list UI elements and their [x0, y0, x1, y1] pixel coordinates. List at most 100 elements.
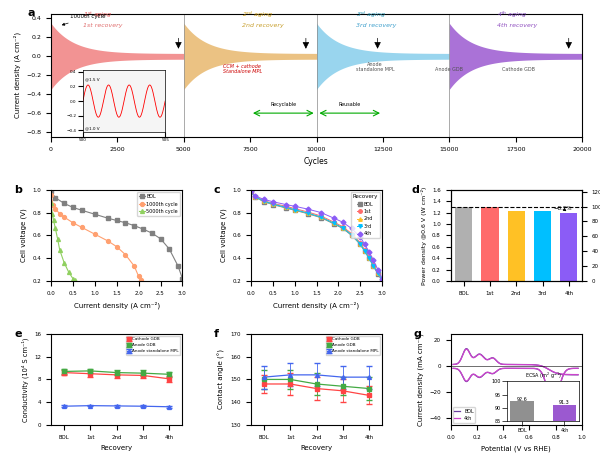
3rd [304, 210, 311, 216]
1st [247, 189, 254, 194]
4th [449, 366, 457, 371]
X-axis label: Cycles: Cycles [304, 157, 329, 166]
5000th cycle [52, 226, 59, 231]
5000th cycle [50, 218, 57, 223]
Line: 1000th cycle: 1000th cycle [49, 193, 143, 282]
5000th cycle [47, 201, 55, 206]
BOL [175, 263, 182, 269]
Text: −8.2%: −8.2% [553, 206, 572, 211]
2nd [304, 210, 311, 216]
BOL [512, 366, 520, 371]
5000th cycle [49, 211, 56, 217]
BOL [331, 221, 338, 227]
3rd [357, 241, 364, 247]
Legend: BOL, 1000th cycle, 5000th cycle: BOL, 1000th cycle, 5000th cycle [137, 192, 180, 216]
1000th cycle [56, 211, 64, 217]
BOL [524, 366, 532, 371]
X-axis label: Recovery: Recovery [301, 445, 332, 452]
1st [269, 201, 276, 206]
1st [379, 277, 386, 282]
X-axis label: Current density (A cm⁻²): Current density (A cm⁻²) [74, 301, 160, 308]
1000th cycle [50, 202, 57, 207]
5000th cycle [70, 276, 77, 282]
2nd [317, 214, 325, 220]
3rd [339, 225, 346, 231]
1000th cycle [135, 274, 142, 279]
BOL [317, 215, 325, 220]
Line: 5000th cycle: 5000th cycle [49, 202, 77, 282]
4th [553, 396, 560, 402]
4th [260, 197, 268, 202]
1st [251, 194, 259, 199]
BOL [553, 397, 560, 403]
4th [365, 249, 373, 255]
Text: 4th recovery: 4th recovery [497, 23, 537, 28]
BOL [166, 246, 173, 252]
1st [317, 213, 325, 219]
Bar [455, 207, 472, 281]
2nd [370, 263, 377, 269]
4th [572, 366, 579, 371]
Y-axis label: Conductivity (10⁴ S cm⁻¹): Conductivity (10⁴ S cm⁻¹) [21, 337, 29, 422]
1st [304, 209, 311, 215]
1000th cycle [122, 252, 129, 257]
Line: 2nd: 2nd [249, 190, 384, 282]
2nd [269, 201, 276, 207]
3rd [365, 255, 373, 261]
BOL [348, 233, 355, 238]
BOL [52, 195, 59, 201]
4th [331, 216, 338, 221]
Y-axis label: Cell voltage (V): Cell voltage (V) [220, 208, 227, 262]
Text: 1000th cycle: 1000th cycle [62, 15, 105, 25]
Text: CCM + cathode
Standalone MPL: CCM + cathode Standalone MPL [223, 64, 262, 74]
4th [550, 401, 557, 406]
BOL [517, 366, 524, 371]
1000th cycle [78, 224, 85, 230]
BOL [572, 366, 579, 371]
1st [339, 224, 346, 229]
3rd [291, 207, 298, 213]
4th [304, 207, 311, 212]
BOL [91, 212, 98, 217]
1st [291, 206, 298, 211]
2nd [247, 189, 254, 194]
1000th cycle [137, 277, 145, 282]
Text: Recyclable: Recyclable [270, 101, 296, 106]
Bar [534, 212, 551, 281]
Text: Anode
standalone MPL: Anode standalone MPL [356, 62, 394, 73]
BOL [148, 230, 155, 236]
BOL [339, 226, 346, 231]
BOL [260, 199, 268, 204]
4th [374, 267, 382, 272]
Text: b: b [14, 185, 22, 195]
Bar [560, 213, 577, 281]
Y-axis label: Current density (A cm⁻²): Current density (A cm⁻²) [13, 32, 20, 118]
5000th cycle [65, 269, 72, 275]
BOL [113, 218, 121, 223]
1000th cycle [91, 231, 98, 237]
BOL [449, 366, 457, 371]
BOL [179, 276, 186, 282]
Y-axis label: Power density @0.6 V (W cm⁻²): Power density @0.6 V (W cm⁻²) [421, 186, 427, 285]
BOL [251, 194, 259, 200]
BOL [47, 189, 55, 194]
2nd [339, 225, 346, 231]
Line: BOL: BOL [249, 190, 384, 282]
2nd [379, 277, 386, 282]
2nd [361, 249, 368, 254]
4th [524, 366, 532, 371]
Text: e: e [14, 329, 22, 339]
BOL [269, 202, 276, 207]
BOL [139, 226, 146, 232]
3rd [269, 201, 276, 207]
4th [357, 234, 364, 240]
3rd [361, 249, 368, 254]
BOL [365, 255, 373, 261]
1st [348, 231, 355, 236]
2nd [357, 241, 364, 247]
3rd [370, 263, 377, 269]
1000th cycle [70, 220, 77, 225]
3rd [348, 232, 355, 238]
BOL [247, 189, 254, 194]
2nd [282, 205, 289, 210]
